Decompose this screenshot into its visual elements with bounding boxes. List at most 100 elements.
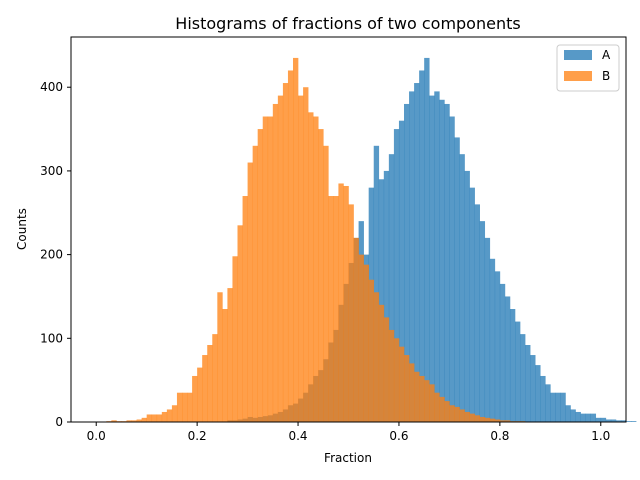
bar-a-61 (404, 103, 410, 423)
y-tick-label: 400 (40, 80, 63, 94)
bar-a-90 (550, 392, 556, 422)
bar-b-36 (277, 95, 284, 422)
bar-b-78 (489, 418, 496, 422)
bar-a-74 (469, 187, 475, 422)
bar-b-75 (474, 415, 480, 422)
bar-a-99 (595, 417, 602, 422)
bar-b-6 (126, 420, 132, 422)
series-b-bars (106, 57, 526, 423)
y-tick-label: 0 (55, 415, 63, 429)
bar-b-9 (141, 417, 147, 422)
bar-b-65 (424, 380, 430, 422)
bar-a-94 (570, 409, 576, 422)
bar-b-70 (449, 405, 455, 422)
bar-b-77 (484, 417, 491, 422)
bar-a-80 (499, 283, 506, 422)
bar-a-70 (449, 116, 455, 422)
bar-b-14 (166, 409, 173, 422)
bar-b-64 (419, 375, 425, 422)
x-tick-label: 0.8 (490, 429, 509, 443)
bar-a-102 (610, 419, 617, 422)
bar-b-27 (232, 256, 238, 422)
bar-b-41 (303, 87, 309, 422)
bar-a-75 (474, 204, 480, 422)
x-tick-label: 0.6 (389, 429, 408, 443)
legend-swatch-b (564, 71, 592, 81)
bar-b-49 (343, 185, 349, 422)
bar-a-76 (479, 221, 486, 422)
bar-b-56 (378, 304, 385, 422)
bar-a-79 (494, 271, 501, 422)
bar-b-40 (298, 95, 304, 422)
x-tick-label: 0.4 (288, 429, 307, 443)
bar-a-85 (525, 345, 531, 422)
bar-b-79 (494, 419, 501, 422)
bar-b-51 (353, 237, 359, 422)
bar-a-60 (398, 120, 405, 422)
bar-b-8 (136, 419, 142, 422)
bar-b-63 (414, 371, 420, 422)
bar-b-19 (192, 375, 198, 422)
bar-b-33 (262, 116, 269, 422)
bar-b-24 (217, 292, 223, 422)
bar-b-52 (358, 254, 364, 422)
legend-label-a: A (602, 48, 611, 62)
bar-b-18 (187, 392, 193, 422)
bar-b-73 (464, 411, 470, 422)
bar-b-74 (469, 413, 475, 422)
bar-b-37 (282, 83, 289, 422)
bar-b-23 (212, 334, 218, 422)
bar-b-72 (459, 409, 465, 422)
bar-b-68 (439, 396, 445, 422)
bar-a-83 (515, 321, 521, 422)
bar-b-20 (197, 367, 203, 422)
bar-b-81 (504, 420, 511, 422)
bar-a-95 (575, 411, 581, 422)
bar-b-38 (287, 70, 294, 422)
bar-b-48 (338, 183, 344, 422)
bar-a-89 (545, 384, 551, 422)
bar-b-22 (207, 345, 213, 422)
bar-a-87 (535, 365, 541, 422)
bar-a-81 (504, 296, 511, 422)
bar-b-54 (368, 279, 375, 422)
y-axis-label: Counts (15, 208, 29, 250)
bar-b-12 (156, 414, 163, 422)
bar-a-84 (520, 334, 526, 422)
bar-a-103 (615, 420, 622, 422)
bar-a-82 (509, 309, 516, 422)
bar-b-29 (242, 196, 248, 422)
bar-a-91 (555, 392, 561, 422)
bar-b-62 (409, 363, 415, 422)
bar-b-55 (373, 292, 380, 422)
bar-a-96 (580, 413, 586, 422)
bar-b-76 (479, 416, 486, 422)
bar-a-68 (439, 99, 445, 423)
bar-a-69 (444, 103, 450, 423)
bar-a-101 (605, 419, 612, 422)
bar-b-28 (237, 225, 243, 422)
bar-b-31 (252, 145, 258, 423)
bar-a-57 (383, 170, 390, 422)
y-tick-label: 300 (40, 164, 63, 178)
bar-b-80 (499, 420, 506, 422)
bar-b-21 (202, 355, 208, 422)
y-axis-ticks: 0 100 200 300 400 (40, 80, 71, 429)
bar-a-72 (459, 154, 465, 423)
bar-a-93 (565, 405, 571, 422)
bar-b-67 (434, 392, 440, 422)
bar-a-100 (600, 417, 607, 422)
bar-b-69 (444, 401, 450, 422)
y-tick-label: 100 (40, 331, 63, 345)
bar-a-62 (409, 91, 415, 423)
bar-b-17 (182, 392, 188, 422)
bar-b-7 (131, 420, 137, 422)
bar-a-105 (626, 421, 632, 422)
legend: A B (556, 44, 620, 92)
bar-b-59 (393, 338, 400, 422)
bar-b-15 (171, 405, 178, 422)
bar-b-25 (222, 309, 228, 422)
bar-b-35 (272, 103, 279, 423)
bar-a-78 (489, 258, 496, 422)
